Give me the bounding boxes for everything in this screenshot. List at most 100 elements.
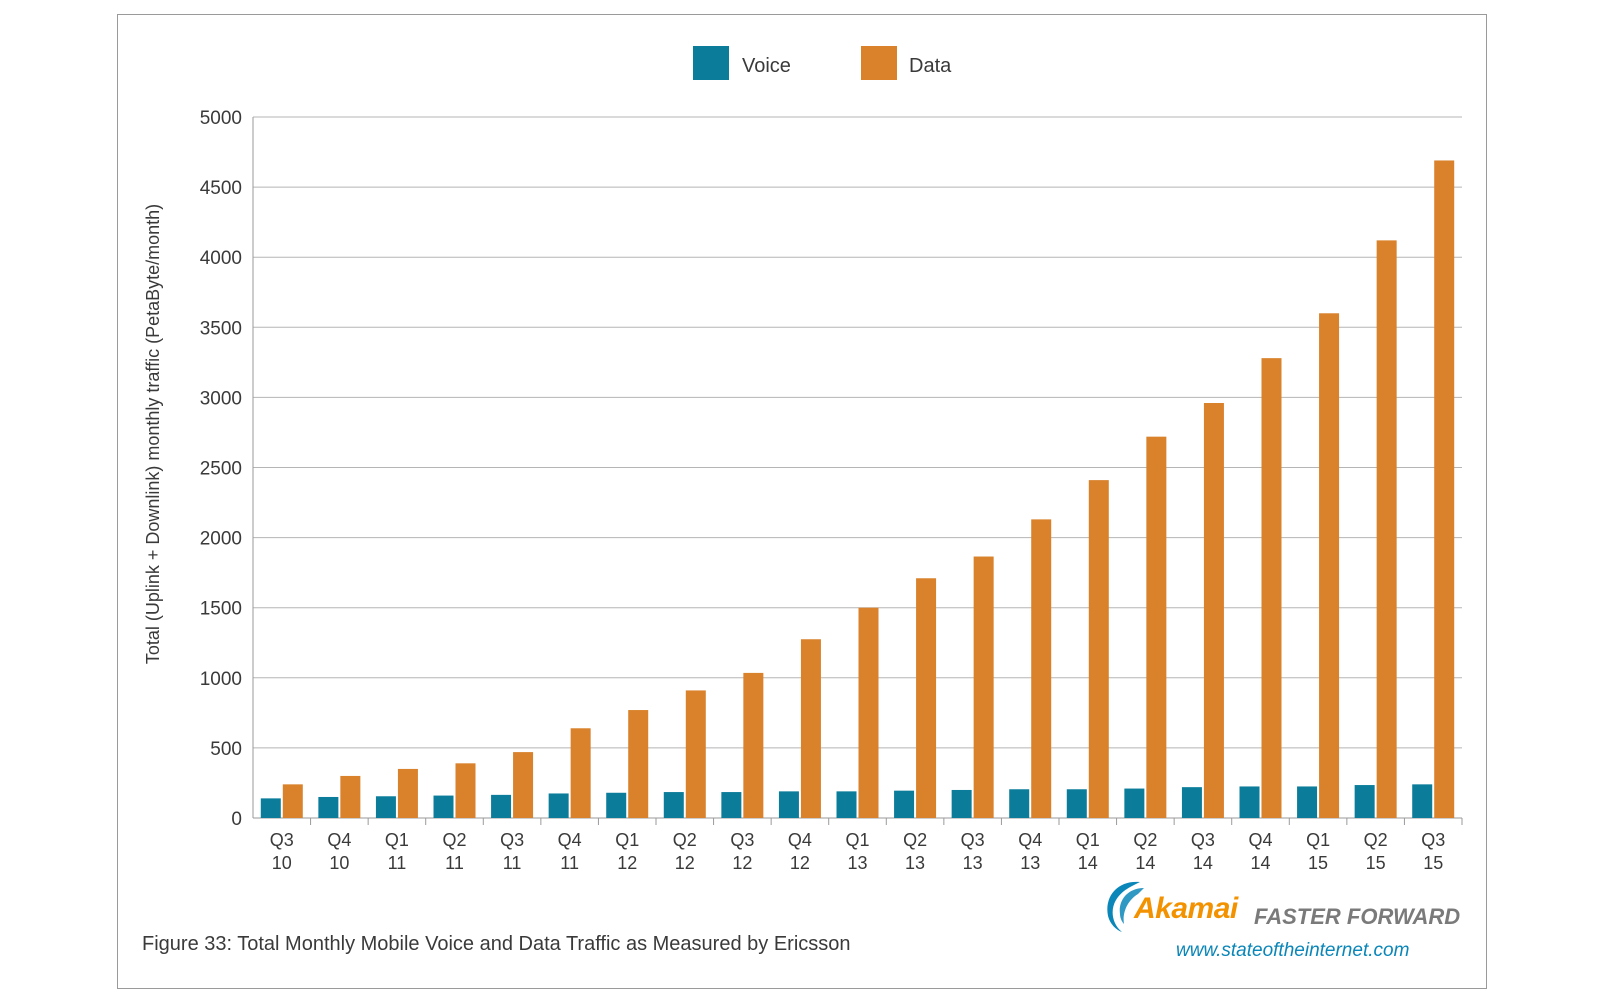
bar-voice xyxy=(778,791,799,818)
bar-voice xyxy=(951,789,972,818)
figure-caption: Figure 33: Total Monthly Mobile Voice an… xyxy=(142,933,851,955)
bar-data xyxy=(1146,436,1167,818)
x-tick-label-quarter: Q2 xyxy=(903,830,927,850)
bar-voice xyxy=(318,796,339,818)
x-tick-label-year: 13 xyxy=(905,853,925,873)
x-tick-label-quarter: Q4 xyxy=(558,830,582,850)
x-tick-label-quarter: Q1 xyxy=(1076,830,1100,850)
bar-data xyxy=(858,607,879,818)
x-tick-label-year: 14 xyxy=(1193,853,1213,873)
x-tick-label-year: 13 xyxy=(963,853,983,873)
y-tick-label: 1000 xyxy=(200,669,242,690)
x-tick-label-year: 12 xyxy=(732,853,752,873)
akamai-swoosh-icon xyxy=(1107,881,1144,932)
bar-data xyxy=(628,710,649,818)
bar-data xyxy=(455,763,476,818)
y-tick-label: 2000 xyxy=(200,529,242,550)
x-tick-label-quarter: Q4 xyxy=(1248,830,1272,850)
bar-data xyxy=(1434,160,1455,818)
bar-data xyxy=(973,556,994,818)
x-tick-label-quarter: Q2 xyxy=(673,830,697,850)
bar-voice xyxy=(1066,789,1087,818)
akamai-branding: Akamai FASTER FORWARD www.stateoftheinte… xyxy=(1104,881,1461,974)
x-tick-label-quarter: Q2 xyxy=(1133,830,1157,850)
legend-swatch-voice xyxy=(693,46,729,80)
x-tick-label-quarter: Q4 xyxy=(788,830,812,850)
brand-url: www.stateoftheinternet.com xyxy=(1176,940,1410,961)
y-axis-label: Total (Uplink + Downlink) monthly traffi… xyxy=(143,204,163,664)
x-tick-label-quarter: Q2 xyxy=(1364,830,1388,850)
x-tick-label-quarter: Q3 xyxy=(961,830,985,850)
x-tick-label-year: 10 xyxy=(272,853,292,873)
chart-frame xyxy=(117,14,1487,989)
x-tick-label-quarter: Q3 xyxy=(1191,830,1215,850)
bar-voice xyxy=(1124,788,1145,818)
x-tick-label-year: 12 xyxy=(675,853,695,873)
legend-label-data: Data xyxy=(909,55,952,77)
bar-voice xyxy=(836,791,857,818)
x-tick-label-year: 12 xyxy=(617,853,637,873)
bar-data xyxy=(1261,358,1282,818)
x-tick-label-quarter: Q1 xyxy=(385,830,409,850)
grid-lines xyxy=(252,116,1462,819)
x-tick-label-quarter: Q4 xyxy=(327,830,351,850)
akamai-logo: Akamai xyxy=(1104,881,1238,932)
bar-voice xyxy=(1412,784,1433,818)
x-tick-label-quarter: Q3 xyxy=(730,830,754,850)
y-tick-label: 3000 xyxy=(200,388,242,409)
bar-voice xyxy=(1297,786,1318,818)
x-tick-label-quarter: Q3 xyxy=(1421,830,1445,850)
bar-data xyxy=(1376,240,1397,819)
bar-data xyxy=(1319,313,1340,818)
y-tick-label: 1500 xyxy=(200,599,242,620)
x-tick-label-year: 15 xyxy=(1366,853,1386,873)
bar-data xyxy=(282,784,303,818)
x-tick-label-year: 15 xyxy=(1308,853,1328,873)
x-tick-label-year: 14 xyxy=(1250,853,1270,873)
x-tick-label-quarter: Q3 xyxy=(270,830,294,850)
x-tick-label-year: 11 xyxy=(560,853,579,873)
bar-voice xyxy=(375,796,396,818)
brand-tagline: FASTER FORWARD xyxy=(1254,904,1461,929)
x-tick-label-year: 11 xyxy=(445,853,464,873)
bars xyxy=(260,160,1455,819)
bar-voice xyxy=(260,798,281,818)
bar-data xyxy=(340,775,361,818)
y-tick-label: 4500 xyxy=(200,178,242,199)
y-tick-label: 3500 xyxy=(200,318,242,339)
bar-data xyxy=(800,639,821,818)
y-tick-label: 5000 xyxy=(200,108,242,129)
x-tick-label-quarter: Q3 xyxy=(500,830,524,850)
x-tick-label-year: 13 xyxy=(847,853,867,873)
x-tick-label-year: 11 xyxy=(503,853,522,873)
x-tick-label-year: 15 xyxy=(1423,853,1443,873)
bar-data xyxy=(1088,480,1109,818)
bar-data xyxy=(570,728,591,818)
bar-voice xyxy=(433,795,454,818)
bar-data xyxy=(743,672,764,818)
x-tick-label-year: 12 xyxy=(790,853,810,873)
bar-data xyxy=(1203,403,1224,818)
bar-voice xyxy=(606,792,627,818)
bar-data xyxy=(916,578,937,818)
y-tick-label: 4000 xyxy=(200,248,242,269)
x-tick-label-year: 14 xyxy=(1135,853,1155,873)
y-tick-label: 2500 xyxy=(200,459,242,480)
x-tick-label-quarter: Q1 xyxy=(845,830,869,850)
bar-voice xyxy=(721,792,742,818)
x-tick-label-year: 14 xyxy=(1078,853,1098,873)
bar-voice xyxy=(894,790,915,818)
x-tick-label-quarter: Q1 xyxy=(615,830,639,850)
bar-voice xyxy=(1181,787,1202,818)
bar-data xyxy=(685,690,706,818)
bar-voice xyxy=(548,793,569,818)
bar-data xyxy=(1031,519,1052,818)
x-tick-label-quarter: Q2 xyxy=(442,830,466,850)
x-tick-label-year: 13 xyxy=(1020,853,1040,873)
y-tick-label: 0 xyxy=(231,809,242,830)
bar-voice xyxy=(663,792,684,818)
x-axis-ticks: Q3 10 Q4 10 Q1 11 Q2 11 Q3 11 Q4 11 Q1 12 Q2 12 Q3 12 Q4 12… xyxy=(270,818,1463,873)
y-axis-ticks: 0 500 1000 1500 2000 2500 3000 3500 4000 4500 5000 xyxy=(200,108,242,830)
legend: Voice Data xyxy=(693,46,952,80)
